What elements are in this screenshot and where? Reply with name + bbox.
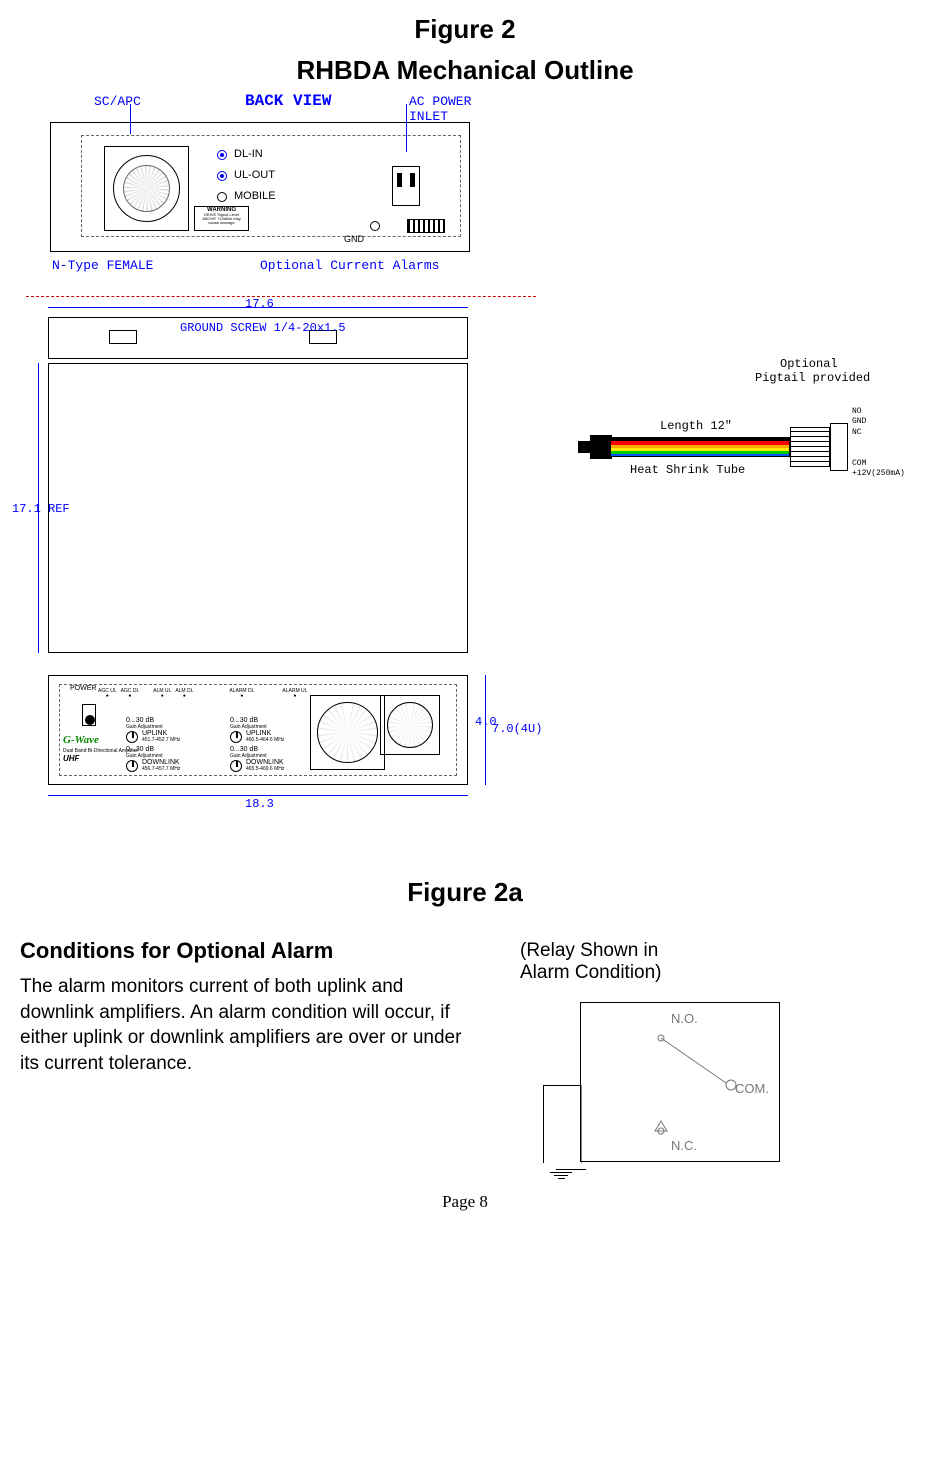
ground-wire	[543, 1085, 581, 1086]
relay-schematic-icon	[581, 1003, 781, 1163]
front-panel-inner: POWER AGC UL● AGC DL● ALM UL● ALM DL● AL…	[59, 684, 457, 776]
agc-dl-led: AGC DL●	[121, 689, 140, 699]
back-view-diagram: BACK VIEW SC/APC AC POWER INLET DL-IN UL…	[30, 92, 510, 292]
downlink1-label: DOWNLINK	[142, 759, 180, 766]
figure-2-title: Figure 2	[20, 14, 910, 45]
fan-height-dim: 4.0	[475, 715, 497, 729]
ground-screw-callout: GROUND SCREW 1/4-20x1.5	[180, 321, 346, 335]
pin-com: COM	[852, 459, 905, 469]
dim-line	[48, 307, 468, 308]
gwave-logo: G-Wave	[63, 734, 99, 746]
heat-shrink-label: Heat Shrink Tube	[630, 463, 745, 477]
alarm-ul-led: ALARM UL●	[282, 689, 307, 699]
knob-group-2: 0...30 dB Gain Adjustment UPLINK 460.5-4…	[230, 717, 284, 772]
front-fan-1	[310, 695, 385, 770]
uplink1-freq: 451.7-452.7 MHz	[142, 737, 180, 743]
opt-alarms-callout: Optional Current Alarms	[260, 258, 439, 273]
dl-in-label: DL-IN	[234, 148, 263, 160]
uplink1-label: UPLINK	[142, 730, 180, 737]
pin-gnd: GND	[852, 417, 905, 427]
ground-symbol-icon	[541, 1167, 581, 1181]
gain-range: 0...30 dB	[126, 717, 180, 724]
led-row: AGC UL● AGC DL● ALM UL● ALM DL● ALARM DL…	[98, 689, 307, 699]
knob-icon	[126, 760, 138, 772]
front-panel: POWER AGC UL● AGC DL● ALM UL● ALM DL● AL…	[48, 675, 468, 785]
relay-note-line1: (Relay Shown in	[520, 940, 910, 962]
uplink2-label: UPLINK	[246, 730, 284, 737]
figure-2-subtitle: RHBDA Mechanical Outline	[20, 55, 910, 86]
back-outer-chassis: DL-IN UL-OUT MOBILE WARNING DRIVE Signal…	[50, 122, 470, 252]
callout-line	[130, 104, 131, 134]
warning-line3: cause damage	[195, 221, 248, 225]
pigtail-provided: Pigtail provided	[755, 371, 870, 385]
alarm-conditions-heading: Conditions for Optional Alarm	[20, 938, 490, 964]
front-height-dim: 7.0(4U)	[492, 722, 542, 736]
pin-nc: NC	[852, 428, 905, 438]
ground-wire-v	[543, 1085, 544, 1163]
warning-label-plate: WARNING DRIVE Signal Level ABOVE +10dBm …	[194, 206, 249, 231]
ul-out-label: UL-OUT	[234, 169, 275, 181]
ac-inlet-icon	[392, 166, 420, 206]
fan-icon	[104, 146, 189, 231]
pigtail-optional: Optional	[780, 357, 838, 371]
knob-group-1: 0...30 dB Gain Adjustment UPLINK 451.7-4…	[126, 717, 180, 772]
width-top-dim: 17.6	[245, 297, 274, 311]
callout-line	[406, 104, 407, 152]
alarm-connector	[407, 219, 445, 233]
power-switch-icon	[82, 704, 96, 726]
back-inner-panel: DL-IN UL-OUT MOBILE WARNING DRIVE Signal…	[81, 135, 461, 237]
relay-diagram: N.O. COM. N.C.	[580, 1002, 780, 1162]
mobile-label: MOBILE	[234, 190, 276, 202]
plug-icon	[590, 435, 612, 459]
alm-ul-led: ALM UL●	[153, 689, 171, 699]
alarm-dl-led: ALARM DL●	[229, 689, 254, 699]
front-fan-2	[380, 695, 440, 755]
alarm-conditions-body: The alarm monitors current of both uplin…	[20, 974, 480, 1077]
height-ref-dim: 17.1 REF	[12, 502, 70, 516]
dl-in-port	[217, 150, 227, 160]
downlink2-label: DOWNLINK	[246, 759, 284, 766]
gain-range: 0...30 dB	[230, 717, 284, 724]
pin-labels: NO GND NC COM +12V(250mA)	[852, 407, 905, 480]
page-number: Page 8	[20, 1192, 910, 1212]
gnd-screw	[370, 221, 380, 231]
pin-no: NO	[852, 407, 905, 417]
knob-icon	[126, 731, 138, 743]
downlink1-freq: 456.7-457.7 MHz	[142, 766, 180, 772]
sc-apc-callout: SC/APC	[94, 94, 141, 109]
knob-icon	[230, 731, 242, 743]
mechanical-views: 17.6 GROUND SCREW 1/4-20x1.5 17.1 REF PO…	[20, 297, 910, 827]
dim-line	[485, 675, 486, 785]
ul-out-port	[217, 171, 227, 181]
side-view-box	[48, 363, 468, 653]
ntype-callout: N-Type FEMALE	[52, 258, 153, 273]
alm-dl-led: ALM DL●	[175, 689, 193, 699]
cable-icon	[610, 437, 790, 457]
db-connector-icon	[790, 427, 830, 467]
pigtail-diagram: Optional Pigtail provided Length 12" Hea…	[580, 357, 900, 557]
dim-line	[38, 363, 39, 653]
power-label: POWER	[70, 685, 96, 692]
agc-ul-led: AGC UL●	[98, 689, 117, 699]
knob-icon	[230, 760, 242, 772]
db-connector-side	[830, 423, 848, 471]
width-bottom-dim: 18.3	[245, 797, 274, 811]
gnd-label: GND	[344, 234, 364, 244]
ac-power-callout: AC POWER INLET	[409, 94, 510, 124]
back-view-label: BACK VIEW	[245, 92, 331, 110]
power-section: POWER	[70, 685, 96, 716]
relay-note-line2: Alarm Condition)	[520, 962, 910, 984]
uplink2-freq: 460.5-464.6 MHz	[246, 737, 284, 743]
dim-line	[48, 795, 468, 796]
downlink2-freq: 465.5-469.6 MHz	[246, 766, 284, 772]
gain-range: 0...30 dB	[230, 746, 284, 753]
pin-12v: +12V(250mA)	[852, 469, 905, 479]
pigtail-length: Length 12"	[660, 419, 732, 433]
screw-block	[109, 330, 137, 344]
figure-2a-title: Figure 2a	[20, 877, 910, 908]
gain-range: 0...30 dB	[126, 746, 180, 753]
mobile-port	[217, 192, 227, 202]
